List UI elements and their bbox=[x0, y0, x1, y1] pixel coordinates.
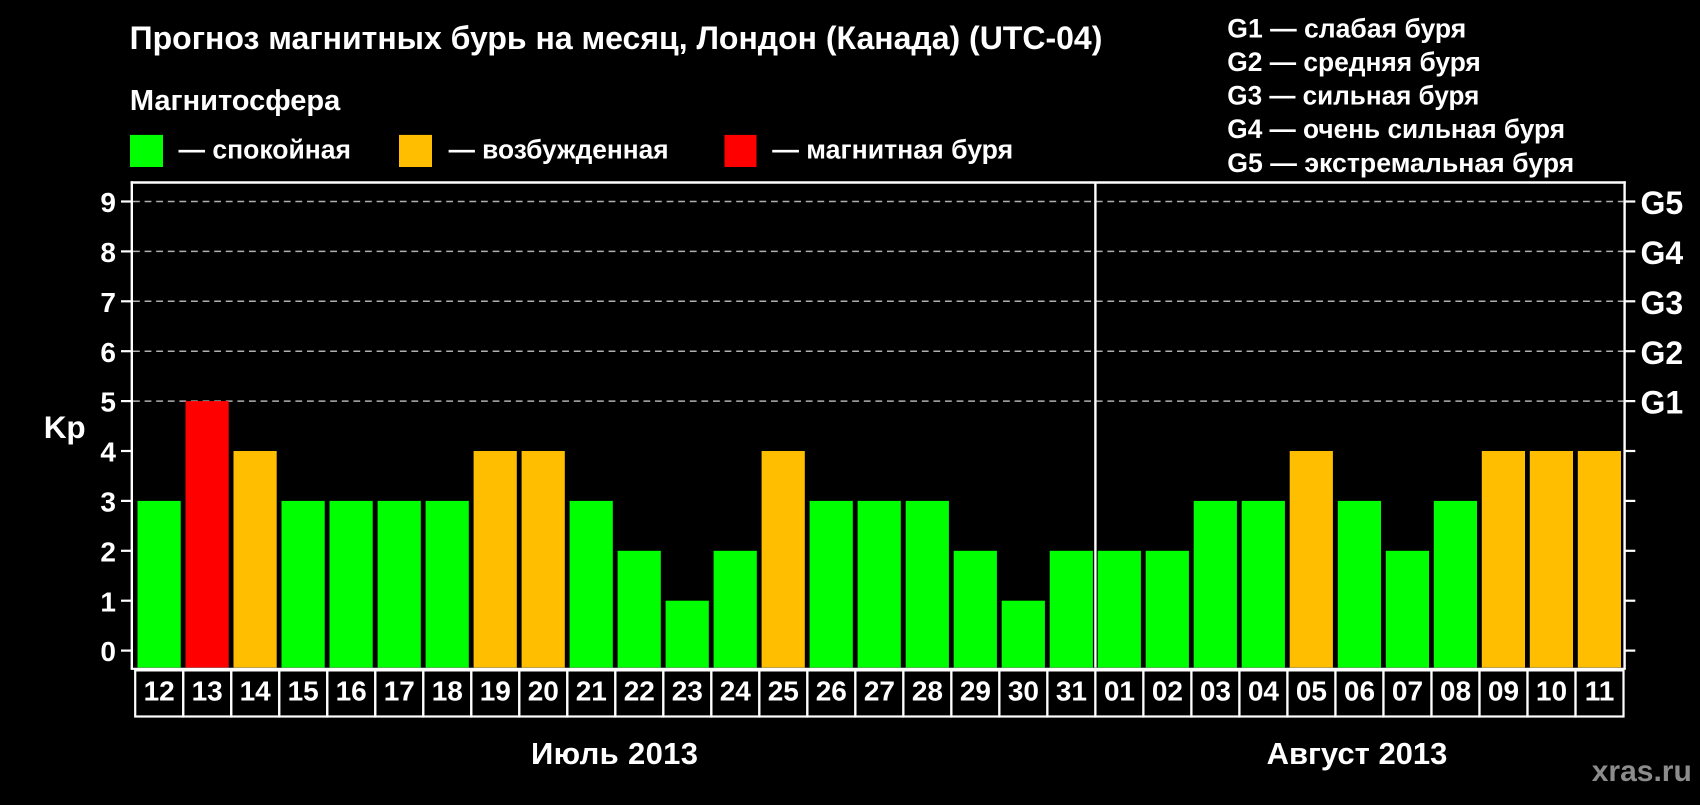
svg-text:02: 02 bbox=[1152, 676, 1183, 707]
svg-text:5: 5 bbox=[100, 387, 116, 418]
svg-text:09: 09 bbox=[1488, 676, 1519, 707]
svg-text:G3: G3 bbox=[1641, 285, 1684, 321]
svg-text:G3 — сильная буря: G3 — сильная буря bbox=[1227, 81, 1479, 111]
svg-text:25: 25 bbox=[768, 676, 799, 707]
svg-text:G1: G1 bbox=[1641, 385, 1684, 421]
svg-text:8: 8 bbox=[100, 237, 116, 268]
svg-text:G2: G2 bbox=[1641, 335, 1684, 371]
svg-text:21: 21 bbox=[576, 676, 607, 707]
svg-text:16: 16 bbox=[336, 676, 367, 707]
svg-text:G5: G5 bbox=[1641, 185, 1684, 221]
svg-text:G4: G4 bbox=[1641, 235, 1684, 271]
svg-text:18: 18 bbox=[432, 676, 463, 707]
svg-text:23: 23 bbox=[672, 676, 703, 707]
svg-text:29: 29 bbox=[960, 676, 991, 707]
svg-text:Прогноз магнитных бурь на меся: Прогноз магнитных бурь на месяц, Лондон … bbox=[130, 20, 1103, 56]
svg-text:07: 07 bbox=[1392, 676, 1423, 707]
svg-text:17: 17 bbox=[384, 676, 415, 707]
svg-text:14: 14 bbox=[240, 676, 272, 707]
svg-text:3: 3 bbox=[100, 487, 116, 518]
svg-text:Магнитосфера: Магнитосфера bbox=[130, 85, 341, 117]
svg-text:19: 19 bbox=[480, 676, 511, 707]
svg-text:12: 12 bbox=[144, 676, 175, 707]
svg-text:28: 28 bbox=[912, 676, 943, 707]
svg-text:9: 9 bbox=[100, 187, 116, 218]
svg-text:— магнитная буря: — магнитная буря bbox=[772, 135, 1013, 165]
svg-text:G4 — очень сильная буря: G4 — очень сильная буря bbox=[1227, 114, 1565, 144]
svg-text:26: 26 bbox=[816, 676, 847, 707]
svg-text:— спокойная: — спокойная bbox=[179, 135, 352, 165]
svg-text:Июль 2013: Июль 2013 bbox=[531, 736, 698, 771]
svg-text:4: 4 bbox=[100, 437, 116, 468]
svg-text:xras.ru: xras.ru bbox=[1592, 755, 1692, 788]
svg-text:03: 03 bbox=[1200, 676, 1231, 707]
svg-text:Август 2013: Август 2013 bbox=[1267, 736, 1448, 771]
svg-text:0: 0 bbox=[100, 636, 116, 667]
svg-text:G5 — экстремальная буря: G5 — экстремальная буря bbox=[1227, 148, 1574, 178]
svg-text:Kp: Kp bbox=[44, 409, 86, 445]
svg-text:11: 11 bbox=[1585, 676, 1615, 707]
svg-text:06: 06 bbox=[1344, 676, 1375, 707]
svg-text:01: 01 bbox=[1104, 676, 1135, 707]
svg-text:15: 15 bbox=[288, 676, 319, 707]
svg-text:05: 05 bbox=[1296, 676, 1327, 707]
svg-text:6: 6 bbox=[100, 337, 116, 368]
svg-text:G2 — средняя буря: G2 — средняя буря bbox=[1227, 47, 1481, 77]
svg-text:G1 — слабая буря: G1 — слабая буря bbox=[1227, 13, 1466, 43]
svg-text:10: 10 bbox=[1536, 676, 1567, 707]
svg-text:22: 22 bbox=[624, 676, 655, 707]
svg-text:04: 04 bbox=[1248, 676, 1280, 707]
svg-text:24: 24 bbox=[720, 676, 752, 707]
svg-text:7: 7 bbox=[100, 287, 116, 318]
svg-text:2: 2 bbox=[100, 536, 116, 567]
svg-text:— возбужденная: — возбужденная bbox=[449, 135, 669, 165]
svg-text:08: 08 bbox=[1440, 676, 1471, 707]
svg-text:20: 20 bbox=[528, 676, 559, 707]
svg-text:27: 27 bbox=[864, 676, 895, 707]
svg-text:13: 13 bbox=[192, 676, 223, 707]
svg-text:30: 30 bbox=[1008, 676, 1039, 707]
svg-text:31: 31 bbox=[1056, 676, 1087, 707]
svg-text:1: 1 bbox=[100, 586, 116, 617]
